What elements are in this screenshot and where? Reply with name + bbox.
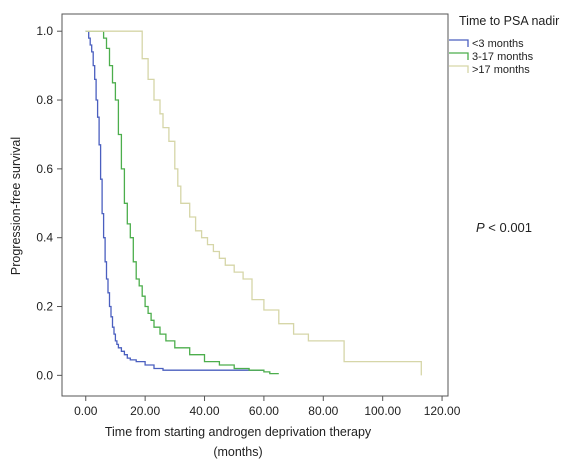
p-value-text: < 0.001 [485,220,532,235]
x-tick-label: 0.00 [74,404,98,418]
x-tick-label: 100.00 [364,404,401,418]
series-line-3 [85,30,422,376]
x-axis-title-line1: Time from starting androgen deprivation … [105,425,372,439]
y-tick-label: 0.4 [36,231,53,245]
legend-label: >17 months [472,64,530,76]
p-value-symbol: P [476,220,485,235]
x-tick-label: 80.00 [308,404,338,418]
series-line-1 [85,30,264,371]
legend-swatch [449,65,469,73]
x-tick-label: 60.00 [249,404,279,418]
y-tick-label: 0.2 [36,300,53,314]
p-value-annotation: P < 0.001 [476,220,532,235]
legend-title: Time to PSA nadir [459,14,559,28]
legend-swatch [449,52,469,60]
series-line-2 [85,30,279,375]
y-tick-label: 0.0 [36,368,53,382]
legend-label: 3-17 months [472,51,534,63]
x-tick-label: 40.00 [190,404,220,418]
x-axis-title-line2: (months) [213,445,262,459]
y-axis: 0.0 0.2 0.4 0.6 0.8 1.0 [36,24,62,382]
series-layer [85,30,422,376]
y-tick-label: 0.8 [36,93,53,107]
x-axis: 0.00 20.00 40.00 60.00 80.00 100.00 120.00 [74,396,461,418]
y-tick-label: 1.0 [36,24,53,38]
legend-label: <3 months [472,38,524,50]
plot-frame [61,13,449,397]
legend-swatch [449,39,469,47]
y-axis-title: Progression-free survival [9,137,23,275]
x-tick-label: 120.00 [424,404,461,418]
x-tick-label: 20.00 [130,404,160,418]
y-tick-label: 0.6 [36,162,53,176]
